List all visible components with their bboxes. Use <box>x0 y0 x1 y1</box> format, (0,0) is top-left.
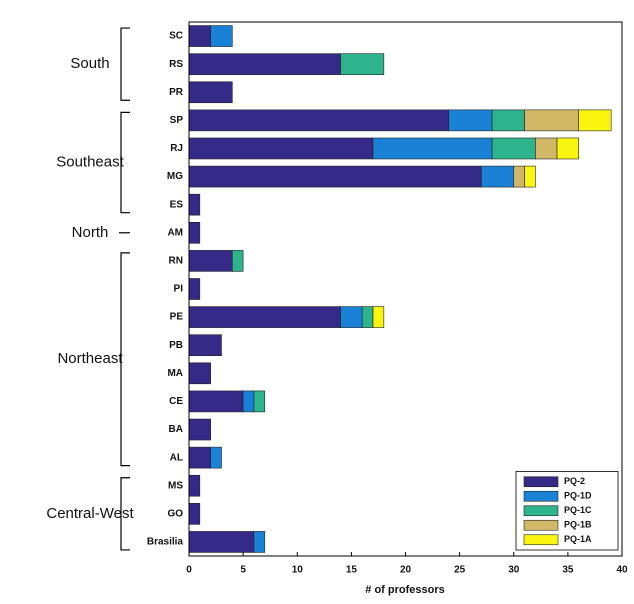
bar-segment <box>253 531 266 553</box>
group-label: North <box>72 224 109 241</box>
bar-segment <box>513 165 525 188</box>
x-tick-label: 10 <box>292 565 304 576</box>
legend-label: PQ-1B <box>564 520 592 530</box>
bar-segment <box>578 109 612 132</box>
legend-label: PQ-2 <box>564 476 585 486</box>
bar-segment <box>188 81 233 104</box>
y-tick-label: RS <box>169 59 183 70</box>
legend-swatch <box>523 534 559 546</box>
bar-segment <box>188 25 211 47</box>
bar-segment <box>253 390 266 413</box>
y-tick-label: PB <box>169 340 183 351</box>
y-tick-label: PI <box>174 284 184 295</box>
y-tick-label: AL <box>170 452 183 463</box>
bar-segment <box>188 278 201 300</box>
bar-segment <box>188 221 201 244</box>
bar-segment <box>188 109 450 132</box>
x-tick-label: 35 <box>562 565 574 576</box>
y-tick-label: MG <box>167 171 183 182</box>
x-axis-label: # of professors <box>365 584 444 596</box>
x-tick-label: 30 <box>508 565 520 576</box>
bar-segment <box>372 306 385 328</box>
y-tick-label: Brasilia <box>147 537 184 548</box>
bar-segment <box>361 306 374 328</box>
plot-frame <box>188 21 623 557</box>
bar-segment <box>188 306 341 328</box>
x-tick-label: 25 <box>454 565 466 576</box>
x-tick-label: 40 <box>616 565 628 576</box>
legend-label: PQ-1A <box>564 534 592 544</box>
group-bracket <box>120 27 130 101</box>
x-tick-label: 0 <box>186 565 192 576</box>
bar-segment <box>188 53 341 75</box>
bar-segment <box>491 109 525 132</box>
bar-segment <box>188 503 201 525</box>
legend-swatch <box>523 505 559 517</box>
bar-segment <box>188 137 374 160</box>
y-tick-label: AM <box>167 227 183 238</box>
bar-segment <box>232 250 244 272</box>
group-label: South <box>70 55 109 72</box>
y-tick-label: CE <box>169 396 183 407</box>
group-label: Central-West <box>46 505 134 522</box>
bar-segment <box>188 165 482 188</box>
x-tick-label: 20 <box>400 565 412 576</box>
bar-segment <box>524 165 536 188</box>
legend-swatch <box>523 519 559 531</box>
bar-segment <box>188 446 211 469</box>
bar-segment <box>188 531 255 553</box>
group-bracket <box>120 111 130 214</box>
bar-segment <box>188 250 233 272</box>
group-label: Northeast <box>57 350 123 367</box>
bar-segment <box>188 390 244 413</box>
y-tick-label: SC <box>169 31 183 42</box>
y-tick-label: GO <box>167 508 183 519</box>
legend-label: PQ-1D <box>564 491 592 501</box>
group-bracket <box>120 252 130 467</box>
y-tick-label: ES <box>170 199 184 210</box>
bar-segment <box>524 109 580 132</box>
y-tick-label: PE <box>170 312 184 323</box>
bar-segment <box>491 137 536 160</box>
y-tick-label: PR <box>169 87 184 98</box>
y-tick-label: SP <box>170 115 184 126</box>
y-tick-label: MA <box>167 368 183 379</box>
y-tick-label: RJ <box>170 143 183 154</box>
x-tick-label: 15 <box>346 565 358 576</box>
legend-label: PQ-1C <box>564 505 592 515</box>
legend-swatch <box>523 476 559 488</box>
group-bracket <box>120 477 130 551</box>
bar-segment <box>188 334 222 357</box>
bar-segment <box>372 137 493 160</box>
bar-segment <box>448 109 493 132</box>
group-label: Southeast <box>56 153 124 170</box>
bar-segment <box>480 165 515 188</box>
bar-segment <box>188 418 211 441</box>
bar-segment <box>340 53 385 75</box>
bar-segment <box>188 362 211 385</box>
y-tick-label: MS <box>168 480 183 491</box>
bar-segment <box>242 390 255 413</box>
bar-segment <box>210 446 222 469</box>
legend-swatch <box>523 490 559 502</box>
bar-segment <box>210 25 233 47</box>
bar-segment <box>188 193 201 216</box>
y-tick-label: BA <box>169 424 183 435</box>
y-tick-label: RN <box>169 256 183 267</box>
bar-segment <box>340 306 363 328</box>
x-tick-label: 5 <box>240 565 246 576</box>
bar-segment <box>535 137 558 160</box>
bar-segment <box>188 474 201 497</box>
bar-segment <box>556 137 579 160</box>
